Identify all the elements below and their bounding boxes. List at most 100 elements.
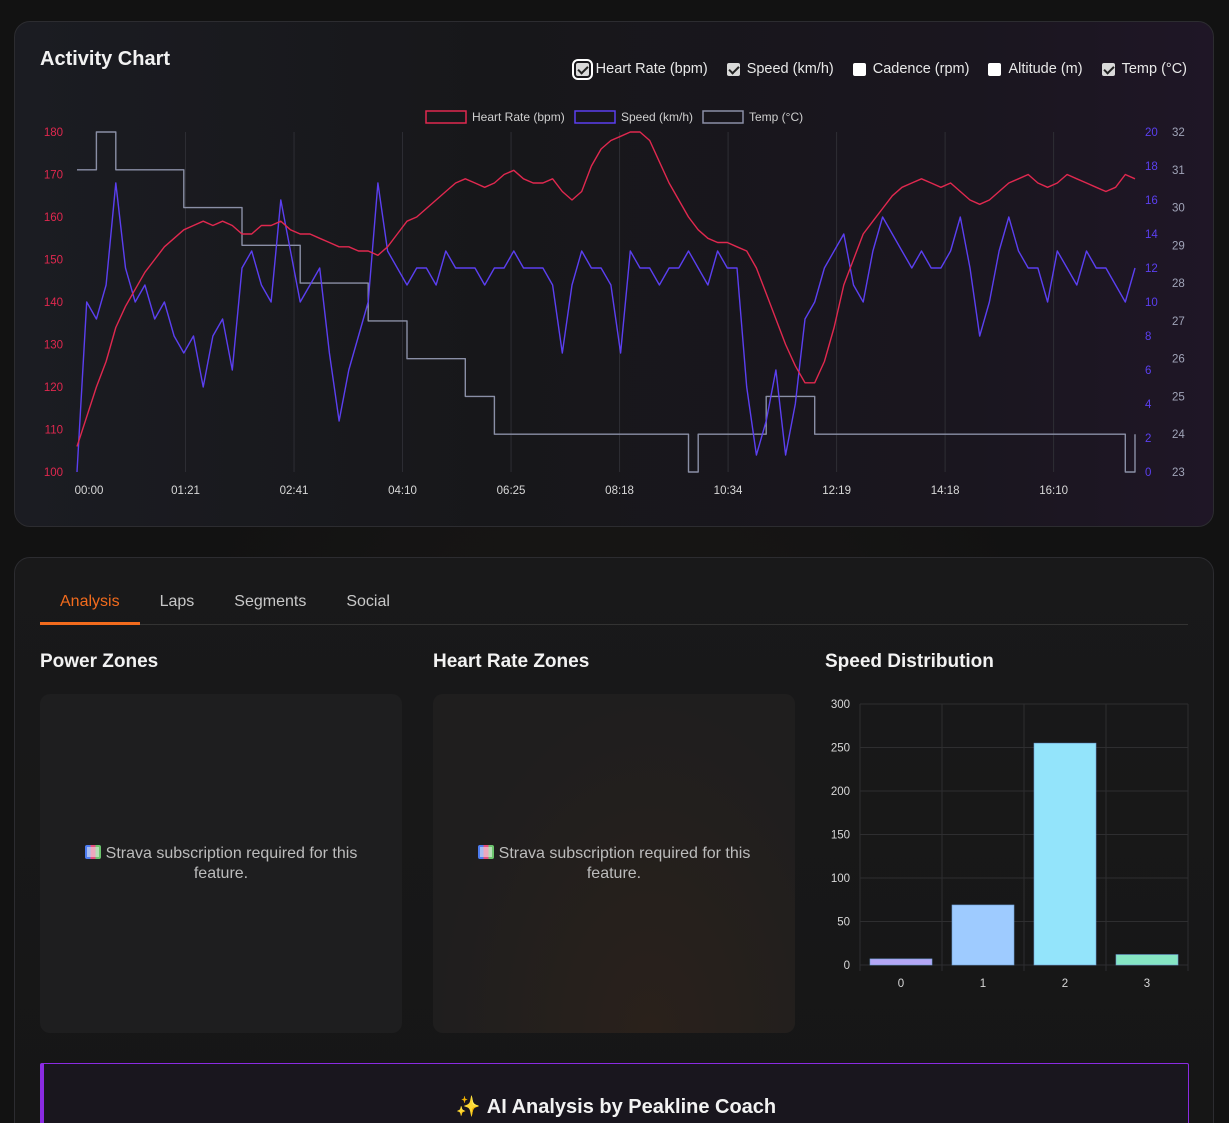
series-toggles: Heart Rate (bpm) Speed (km/h) Cadence (r… bbox=[557, 58, 1187, 80]
x-tick-label: 16:10 bbox=[1039, 485, 1068, 497]
chart-legend: Heart Rate (bpm) Speed (km/h) Temp (°C) bbox=[425, 110, 803, 124]
legend-label: Heart Rate (bpm) bbox=[472, 110, 565, 124]
ai-analysis-panel: ✨ AI Analysis by Peakline Coach bbox=[40, 1063, 1189, 1123]
y-tick-label: 140 bbox=[44, 297, 63, 309]
tab-analysis[interactable]: Analysis bbox=[40, 582, 140, 625]
toggle-label: Cadence (rpm) bbox=[872, 61, 970, 77]
y-tick-label: 4 bbox=[1145, 399, 1152, 411]
analysis-tabs: Analysis Laps Segments Social bbox=[40, 582, 1188, 625]
checkbox-temp[interactable] bbox=[1101, 62, 1115, 76]
x-tick-label: 04:10 bbox=[388, 485, 417, 497]
y-tick-label: 130 bbox=[44, 340, 63, 352]
legend-swatch bbox=[702, 110, 744, 124]
toggle-label: Heart Rate (bpm) bbox=[595, 61, 708, 77]
x-axis: 00:00 01:21 02:41 04:10 06:25 08:18 10:34 12:19… bbox=[75, 132, 1068, 497]
activity-line-chart[interactable]: Heart Rate (bpm) Speed (km/h) Temp (°C) 00:… bbox=[15, 22, 1215, 528]
heart-rate-zones-locked: Strava subscription required for this fe… bbox=[433, 694, 795, 1033]
x-tick-label: 1 bbox=[980, 978, 986, 990]
legend-label: Speed (km/h) bbox=[621, 110, 693, 124]
checkbox-cadence[interactable] bbox=[852, 62, 866, 76]
toggle-speed[interactable]: Speed (km/h) bbox=[726, 61, 834, 77]
y-tick-label: 16 bbox=[1145, 195, 1158, 207]
activity-chart-card: Activity Chart Heart Rate (bpm) Speed (k… bbox=[14, 21, 1214, 527]
legend-swatch bbox=[574, 110, 616, 124]
y-axis: 0 50 100 150 200 250 300 bbox=[831, 699, 1188, 972]
y-tick-label: 18 bbox=[1145, 161, 1158, 173]
y-tick-label: 27 bbox=[1172, 316, 1185, 328]
y-tick-label: 170 bbox=[44, 170, 63, 182]
y-tick-label: 180 bbox=[44, 127, 63, 139]
y-tick-label: 29 bbox=[1172, 240, 1185, 252]
bar[interactable] bbox=[1033, 742, 1097, 966]
y-tick-label: 12 bbox=[1145, 263, 1158, 275]
tab-social[interactable]: Social bbox=[346, 593, 390, 610]
speed-distribution-chart[interactable]: 0 50 100 150 200 250 300 0 1 2 3 bbox=[820, 688, 1190, 998]
toggle-label: Speed (km/h) bbox=[746, 61, 834, 77]
toggle-heart-rate[interactable]: Heart Rate (bpm) bbox=[571, 58, 708, 80]
y-tick-label: 32 bbox=[1172, 127, 1185, 139]
y-tick-label: 150 bbox=[44, 255, 63, 267]
sparkles-icon: ✨ bbox=[455, 1096, 481, 1118]
bar-chart-icon bbox=[84, 844, 101, 859]
y-axis-temp: 23 24 25 26 27 28 29 30 31 32 bbox=[1172, 127, 1185, 479]
locked-message: Strava subscription required for this fe… bbox=[498, 844, 751, 882]
checkbox-altitude[interactable] bbox=[988, 62, 1002, 76]
y-tick-label: 31 bbox=[1172, 165, 1185, 177]
y-tick-label: 110 bbox=[45, 425, 63, 437]
checkbox-speed[interactable] bbox=[726, 62, 740, 76]
x-tick-label: 3 bbox=[1144, 978, 1150, 990]
checkbox-heart-rate[interactable] bbox=[571, 58, 593, 80]
y-tick-label: 24 bbox=[1172, 429, 1185, 441]
bar[interactable] bbox=[869, 958, 933, 966]
toggle-altitude[interactable]: Altitude (m) bbox=[988, 61, 1083, 77]
y-tick-label: 10 bbox=[1145, 297, 1158, 309]
locked-message: Strava subscription required for this fe… bbox=[105, 844, 358, 882]
y-tick-label: 25 bbox=[1172, 391, 1185, 403]
power-zones-title: Power Zones bbox=[40, 651, 159, 672]
ai-title-text: AI Analysis by Peakline Coach bbox=[486, 1096, 777, 1118]
x-tick-label: 0 bbox=[898, 978, 904, 990]
x-tick-label: 06:25 bbox=[497, 485, 526, 497]
power-zones-locked: Strava subscription required for this fe… bbox=[40, 694, 402, 1033]
y-axis-heart-rate: 100 110 120 130 140 150 160 170 180 bbox=[44, 127, 63, 479]
toggle-temp[interactable]: Temp (°C) bbox=[1101, 61, 1187, 77]
speed-distribution-title: Speed Distribution bbox=[825, 651, 994, 672]
x-tick-label: 14:18 bbox=[931, 485, 960, 497]
series-line-heart-rate bbox=[76, 131, 1136, 447]
y-tick-label: 200 bbox=[831, 786, 850, 798]
y-tick-label: 300 bbox=[831, 699, 850, 711]
legend-label: Temp (°C) bbox=[749, 110, 803, 124]
y-axis-speed: 0 2 4 6 8 10 12 14 16 18 20 bbox=[1145, 127, 1158, 479]
tab-segments[interactable]: Segments bbox=[234, 593, 307, 610]
y-tick-label: 20 bbox=[1145, 127, 1158, 139]
tab-laps[interactable]: Laps bbox=[159, 593, 195, 610]
legend-swatch bbox=[425, 110, 467, 124]
y-tick-label: 14 bbox=[1145, 229, 1158, 241]
x-tick-label: 2 bbox=[1062, 978, 1068, 990]
y-tick-label: 250 bbox=[831, 743, 850, 755]
y-tick-label: 2 bbox=[1145, 433, 1151, 445]
series-line-speed bbox=[76, 182, 1136, 473]
y-tick-label: 0 bbox=[1145, 467, 1151, 479]
y-tick-label: 28 bbox=[1172, 278, 1185, 290]
bar[interactable] bbox=[951, 904, 1015, 966]
toggle-cadence[interactable]: Cadence (rpm) bbox=[852, 61, 970, 77]
y-tick-label: 6 bbox=[1145, 365, 1151, 377]
x-tick-label: 01:21 bbox=[171, 485, 200, 497]
series-line-temp bbox=[77, 131, 1136, 473]
x-axis: 0 1 2 3 bbox=[859, 704, 1189, 990]
ai-analysis-title: ✨ AI Analysis by Peakline Coach bbox=[44, 1094, 1188, 1119]
activity-chart-title: Activity Chart bbox=[40, 48, 171, 70]
bar[interactable] bbox=[1115, 954, 1179, 966]
y-tick-label: 100 bbox=[831, 873, 850, 885]
y-tick-label: 100 bbox=[44, 467, 63, 479]
x-tick-label: 00:00 bbox=[75, 485, 104, 497]
x-tick-label: 12:19 bbox=[822, 485, 851, 497]
heart-rate-zones-title: Heart Rate Zones bbox=[433, 651, 590, 672]
bar-chart-icon bbox=[477, 844, 494, 859]
y-tick-label: 120 bbox=[44, 382, 63, 394]
toggle-label: Altitude (m) bbox=[1008, 61, 1083, 77]
x-tick-label: 08:18 bbox=[605, 485, 634, 497]
y-tick-label: 50 bbox=[837, 917, 850, 929]
x-tick-label: 10:34 bbox=[714, 485, 743, 497]
